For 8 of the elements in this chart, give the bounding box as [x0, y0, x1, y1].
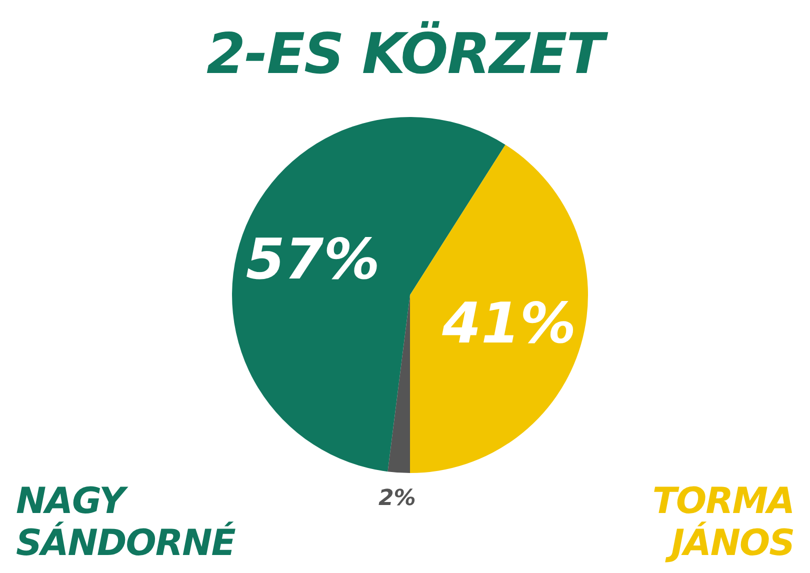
slice-label: TORMA JÁNOS: [651, 481, 794, 565]
chart-title: 2-ES KÖRZET: [206, 22, 609, 87]
data-label: 2%: [378, 486, 416, 512]
pie-slice: [410, 144, 588, 473]
slice-label: NAGY SÁNDORNÉ: [16, 481, 236, 565]
data-label: 57%: [246, 228, 380, 293]
data-label: 41%: [441, 291, 576, 356]
pie-slice: [388, 295, 410, 473]
